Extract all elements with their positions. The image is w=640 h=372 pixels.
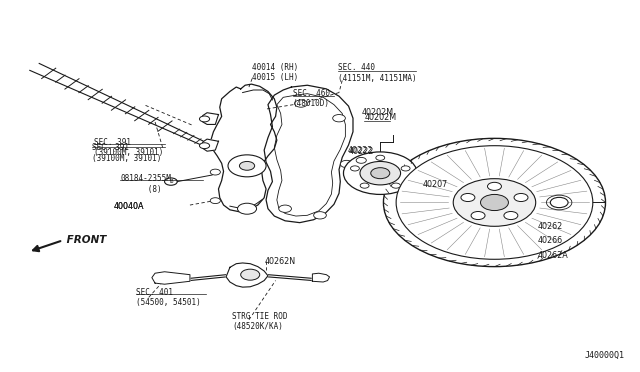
Text: STRG TIE ROD
(48520K/KA): STRG TIE ROD (48520K/KA) <box>232 312 288 331</box>
Text: 40222: 40222 <box>349 147 374 156</box>
Circle shape <box>396 146 593 259</box>
Circle shape <box>550 198 568 208</box>
Text: SEC. 401
(54500, 54501): SEC. 401 (54500, 54501) <box>136 288 201 308</box>
Circle shape <box>351 166 360 171</box>
Text: 40202M: 40202M <box>364 113 397 122</box>
Circle shape <box>360 161 401 185</box>
Circle shape <box>294 100 307 107</box>
Circle shape <box>333 115 346 122</box>
Circle shape <box>344 152 417 195</box>
Circle shape <box>239 161 255 170</box>
Circle shape <box>241 269 260 280</box>
Circle shape <box>488 182 502 190</box>
Text: 40222: 40222 <box>348 145 373 155</box>
Circle shape <box>481 195 508 211</box>
Text: 40040A: 40040A <box>114 202 144 211</box>
Text: SEC. 391
(39100M, 39101): SEC. 391 (39100M, 39101) <box>93 138 163 157</box>
Polygon shape <box>264 85 353 223</box>
Text: 40040A: 40040A <box>114 202 144 211</box>
Text: 40202M: 40202M <box>362 108 394 117</box>
Circle shape <box>237 203 257 214</box>
Text: 40266: 40266 <box>538 237 563 246</box>
Polygon shape <box>211 84 277 212</box>
Circle shape <box>383 138 605 267</box>
Circle shape <box>340 160 353 168</box>
Text: SEC. 440
(41151M, 41151MA): SEC. 440 (41151M, 41151MA) <box>338 64 417 83</box>
Text: 40207: 40207 <box>423 180 448 189</box>
Circle shape <box>371 168 390 179</box>
Circle shape <box>279 205 291 212</box>
Text: 40262N: 40262N <box>265 257 296 266</box>
Circle shape <box>392 183 401 188</box>
Polygon shape <box>312 273 330 282</box>
Text: SEC. 460
(48010D): SEC. 460 (48010D) <box>292 89 330 109</box>
Text: B: B <box>169 179 173 184</box>
Circle shape <box>471 212 485 219</box>
Circle shape <box>461 193 475 202</box>
Polygon shape <box>203 139 218 151</box>
Text: SEC. 391
(39100M, 39101): SEC. 391 (39100M, 39101) <box>92 143 161 163</box>
Text: FRONT: FRONT <box>63 235 106 245</box>
Circle shape <box>401 166 410 171</box>
Circle shape <box>228 155 266 177</box>
Circle shape <box>211 198 220 203</box>
Polygon shape <box>203 113 218 125</box>
Circle shape <box>356 157 366 163</box>
Polygon shape <box>226 263 268 287</box>
Text: J40000Q1: J40000Q1 <box>584 351 625 360</box>
Circle shape <box>200 116 210 122</box>
Text: 40262A: 40262A <box>538 251 568 260</box>
Polygon shape <box>152 272 190 284</box>
Circle shape <box>514 193 528 202</box>
Circle shape <box>360 183 369 188</box>
Text: 40262: 40262 <box>538 222 563 231</box>
Text: 08184-2355M
      (8): 08184-2355M (8) <box>120 174 171 194</box>
Circle shape <box>504 212 518 219</box>
Circle shape <box>376 155 385 160</box>
Circle shape <box>200 143 210 149</box>
Circle shape <box>453 179 536 226</box>
Text: 40014 (RH)
40015 (LH): 40014 (RH) 40015 (LH) <box>252 63 298 82</box>
Circle shape <box>314 212 326 219</box>
Circle shape <box>211 169 220 175</box>
